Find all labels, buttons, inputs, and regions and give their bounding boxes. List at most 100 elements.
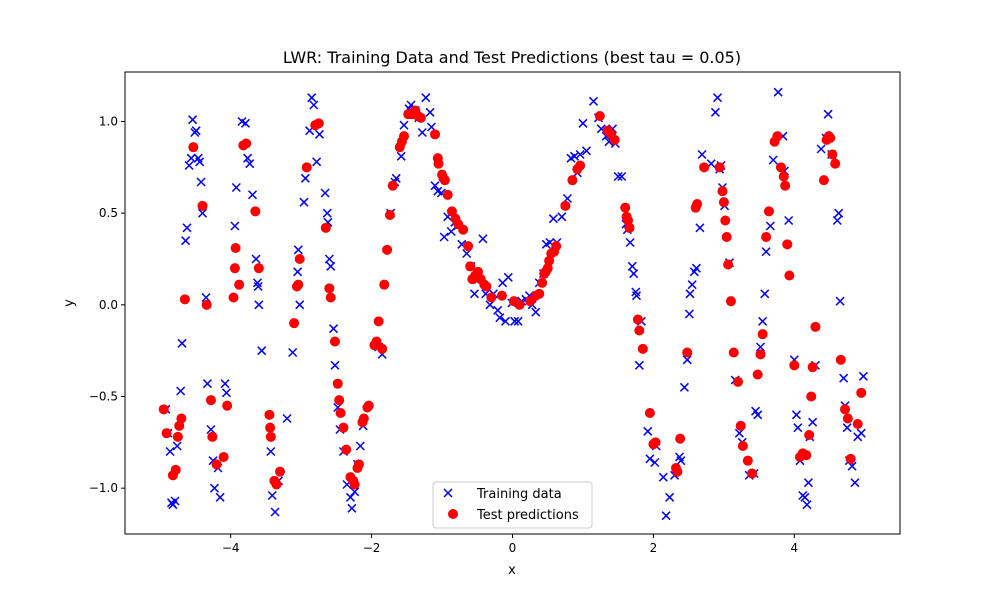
x-tick-label: −2 <box>363 541 381 555</box>
prediction-point <box>158 404 169 415</box>
prediction-point <box>463 241 474 252</box>
prediction-point <box>830 158 841 169</box>
x-tick-label: 0 <box>509 541 517 555</box>
prediction-point <box>835 354 846 365</box>
training-point <box>617 171 627 182</box>
training-point <box>172 441 182 451</box>
prediction-point <box>201 299 212 310</box>
prediction-point <box>335 408 346 418</box>
training-point <box>312 157 322 167</box>
prediction-point <box>728 347 739 358</box>
training-point <box>629 269 639 279</box>
training-point <box>293 267 303 277</box>
training-point <box>165 446 175 457</box>
training-point <box>177 338 187 348</box>
training-point <box>634 360 644 370</box>
y-tick-label: 1.0 <box>99 115 118 129</box>
prediction-point <box>349 479 360 490</box>
training-point <box>345 492 355 502</box>
prediction-point <box>560 200 571 211</box>
prediction-point <box>176 413 187 424</box>
training-point <box>247 190 258 200</box>
prediction-point <box>842 413 853 424</box>
legend-label-training: Training data <box>476 487 562 502</box>
prediction-point <box>377 343 388 354</box>
prediction-point <box>205 395 216 406</box>
training-point <box>613 171 623 182</box>
prediction-point <box>806 391 817 402</box>
prediction-point <box>399 131 409 142</box>
prediction-point <box>250 206 261 217</box>
chart-title: LWR: Training Data and Test Predictions … <box>283 48 741 67</box>
training-point <box>834 208 844 218</box>
axis-ticks: −4 −2 0 2 4 −1.0 −0.5 0.0 0.5 1.0 <box>89 115 798 556</box>
prediction-point <box>275 466 285 477</box>
training-point <box>186 153 196 163</box>
training-point <box>548 214 558 224</box>
training-point <box>802 500 812 510</box>
prediction-point <box>211 459 222 470</box>
training-point <box>503 272 513 282</box>
training-point <box>309 100 319 110</box>
prediction-point <box>609 134 620 145</box>
prediction-point <box>682 347 693 358</box>
training-point <box>808 417 818 427</box>
prediction-point <box>721 232 732 242</box>
prediction-point <box>371 336 382 347</box>
training-point <box>196 177 206 187</box>
training-point <box>330 360 340 370</box>
training-point <box>245 159 255 169</box>
prediction-point <box>439 175 450 186</box>
training-point <box>439 232 449 242</box>
training-point <box>421 93 431 103</box>
prediction-point <box>620 202 631 213</box>
x-axis-label: x <box>508 563 516 578</box>
training-point <box>425 107 435 117</box>
training-point <box>803 478 813 488</box>
prediction-point <box>720 215 731 226</box>
training-point <box>299 197 309 207</box>
prediction-point <box>358 413 369 424</box>
prediction-point <box>752 369 763 380</box>
training-point <box>188 115 198 125</box>
prediction-point <box>234 279 245 290</box>
training-point <box>773 87 783 97</box>
training-point <box>800 492 810 502</box>
prediction-point <box>757 329 768 340</box>
training-point <box>835 296 845 306</box>
prediction-point <box>737 441 748 451</box>
training-point <box>665 492 675 502</box>
training-point <box>685 289 695 299</box>
training-point <box>531 307 541 317</box>
prediction-point <box>772 131 783 142</box>
prediction-point <box>301 162 312 173</box>
prediction-point <box>188 142 199 153</box>
legend: Training data Test predictions <box>432 481 593 529</box>
prediction-point <box>723 259 734 270</box>
prediction-point <box>804 430 815 440</box>
training-point <box>755 342 766 352</box>
prediction-point <box>229 263 240 274</box>
prediction-point <box>755 349 766 360</box>
legend-marker-predictions <box>448 509 458 519</box>
prediction-point <box>271 479 282 490</box>
prediction-point <box>699 162 710 173</box>
training-point <box>557 212 567 222</box>
training-point <box>753 410 763 420</box>
training-point <box>293 245 303 255</box>
training-point <box>253 281 263 292</box>
training-point <box>202 379 212 389</box>
prediction-point <box>551 241 562 252</box>
training-point <box>682 355 692 365</box>
prediction-point <box>294 254 305 264</box>
training-point <box>251 254 261 264</box>
training-point <box>832 215 842 226</box>
prediction-point <box>218 452 229 462</box>
prediction-point <box>514 299 525 310</box>
training-point <box>295 300 305 310</box>
prediction-point <box>324 283 335 294</box>
prediction-point <box>384 210 395 220</box>
prediction-point <box>430 129 440 140</box>
prediction-point <box>334 395 345 406</box>
training-point <box>220 379 230 389</box>
